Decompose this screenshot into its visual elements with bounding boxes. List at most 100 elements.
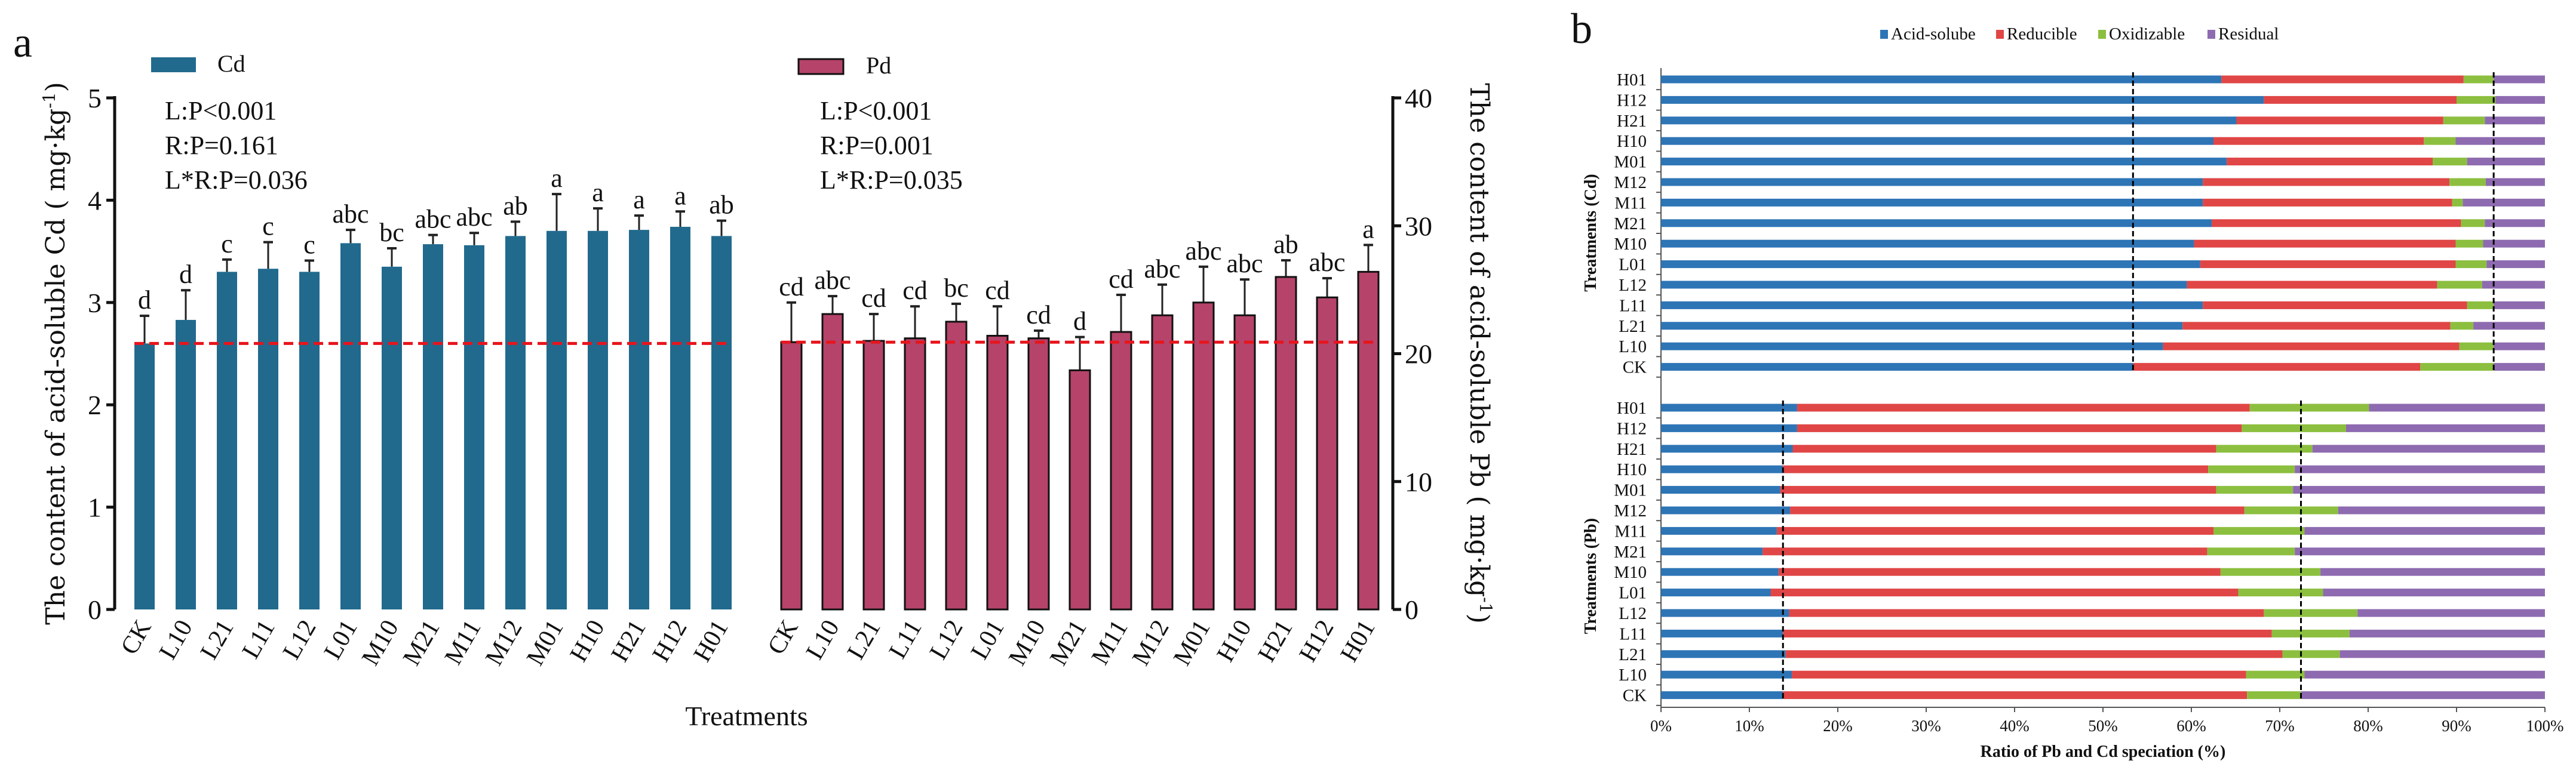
row-label: H10 (1617, 132, 1647, 151)
segment-acid-soluble (1661, 445, 1793, 453)
y-tick-label: 2 (88, 390, 102, 420)
segment-oxidizable (2238, 589, 2323, 597)
row-label: M21 (1614, 214, 1647, 233)
legend-swatch-acid-soluble (1880, 30, 1888, 39)
y-tick-label: 30 (1405, 211, 1432, 241)
pb-stat-r: R:P=0.001 (820, 131, 934, 160)
segment-residual (2463, 198, 2545, 207)
x-tick-label: 100% (2526, 717, 2564, 735)
segment-acid-soluble (1661, 322, 2183, 330)
segment-oxidizable (2249, 404, 2369, 412)
row-label: H12 (1617, 419, 1647, 438)
segment-oxidizable (2467, 301, 2494, 309)
segment-oxidizable (2420, 363, 2494, 371)
bar-pd-L12 (945, 321, 968, 611)
bar-cd-H21 (629, 230, 649, 610)
bar-pd-H10 (1233, 314, 1256, 611)
right-y-axis-title: The content of acid-soluble Pb ( mg·kg-1… (1464, 83, 1496, 623)
category-label: H21 (1253, 615, 1298, 667)
panel-b-label: b (1571, 5, 1592, 53)
segment-acid-soluble (1661, 568, 1779, 576)
significance-letter: a (551, 164, 563, 193)
row-label: M01 (1614, 153, 1647, 172)
row-label: L21 (1619, 317, 1647, 336)
y-tick-label: 5 (88, 83, 102, 113)
y-tick-label: 3 (88, 288, 102, 318)
category-label: M12 (1127, 615, 1175, 670)
row-label: H21 (1617, 112, 1647, 131)
bar-cd-M21 (423, 244, 443, 609)
segment-residual (2467, 158, 2545, 166)
segment-residual (2346, 424, 2545, 432)
segment-acid-soluble (1661, 342, 2163, 350)
category-label: CK (116, 615, 157, 660)
segment-reducible (2264, 96, 2457, 104)
row-label: M21 (1614, 543, 1647, 562)
row-label: CK (1623, 686, 1647, 706)
segment-residual (2483, 239, 2545, 248)
row-label: H01 (1617, 70, 1647, 90)
segment-reducible (2227, 158, 2433, 166)
segment-reducible (2203, 178, 2450, 186)
significance-letter: abc (814, 266, 851, 295)
segment-acid-soluble (1661, 198, 2203, 207)
bar-pd-M12 (1151, 314, 1174, 611)
significance-letter: ab (503, 191, 528, 220)
segment-reducible (1792, 670, 2246, 679)
segment-reducible (1763, 547, 2207, 556)
significance-letter: cd (1026, 300, 1051, 329)
row-label: H12 (1617, 91, 1647, 110)
segment-oxidizable (2247, 691, 2301, 700)
x-tick-label: 0% (1650, 717, 1672, 735)
category-label: M10 (357, 615, 404, 670)
segment-reducible (1785, 650, 2283, 658)
row-label: L10 (1619, 337, 1647, 356)
segment-oxidizable (2208, 465, 2295, 473)
bar-cd-L10 (176, 319, 196, 609)
segment-reducible (2200, 260, 2456, 269)
segment-acid-soluble (1661, 75, 2222, 84)
significance-letter: bc (379, 218, 404, 247)
segment-residual (2485, 178, 2545, 186)
segment-reducible (1789, 609, 2264, 617)
segment-reducible (1797, 424, 2242, 432)
segment-reducible (1780, 486, 2216, 494)
x-tick-label: 80% (2353, 717, 2383, 735)
significance-letter: abc (1309, 248, 1345, 277)
segment-reducible (2221, 75, 2464, 84)
segment-oxidizable (2216, 486, 2293, 494)
segment-residual (2494, 363, 2545, 371)
significance-letter: abc (415, 205, 451, 234)
significance-letter: d (138, 285, 151, 315)
segment-oxidizable (2246, 670, 2305, 679)
segment-reducible (2212, 219, 2461, 227)
category-label: M11 (1086, 615, 1134, 669)
legend-label-pd: Pd (866, 52, 891, 79)
y-tick-label: 0 (88, 595, 102, 625)
y-tick-label: 1 (88, 492, 102, 523)
category-label: M01 (521, 615, 569, 670)
segment-reducible (1770, 589, 2239, 597)
significance-letter: ab (1273, 230, 1298, 259)
segment-residual (2323, 589, 2545, 597)
y-axis-title-pb-b: Treatments (Pb) (1582, 518, 1600, 634)
segment-acid-soluble (1661, 691, 1783, 700)
segment-oxidizable (2282, 650, 2340, 658)
y-tick-label: 20 (1405, 339, 1432, 369)
segment-reducible (1783, 465, 2209, 473)
segment-reducible (2236, 116, 2443, 125)
x-tick-label: 60% (2176, 717, 2206, 735)
legend-label-cd: Cd (217, 50, 245, 77)
bar-cd-CK (134, 343, 155, 609)
row-label: L21 (1619, 645, 1647, 664)
segment-residual (2339, 650, 2545, 658)
cd-stat-r: R:P=0.161 (165, 131, 278, 160)
row-label: L11 (1619, 624, 1647, 643)
segment-residual (2486, 260, 2545, 269)
bar-cd-H01 (711, 236, 732, 609)
y-axis-title-cd-b: Treatments (Cd) (1582, 174, 1600, 291)
x-tick-label: 50% (2088, 717, 2118, 735)
legend-b: Acid-solube Reducible Oxidizable Residual (1880, 24, 2279, 44)
segment-acid-soluble (1661, 301, 2203, 309)
row-label: M11 (1614, 522, 1647, 541)
